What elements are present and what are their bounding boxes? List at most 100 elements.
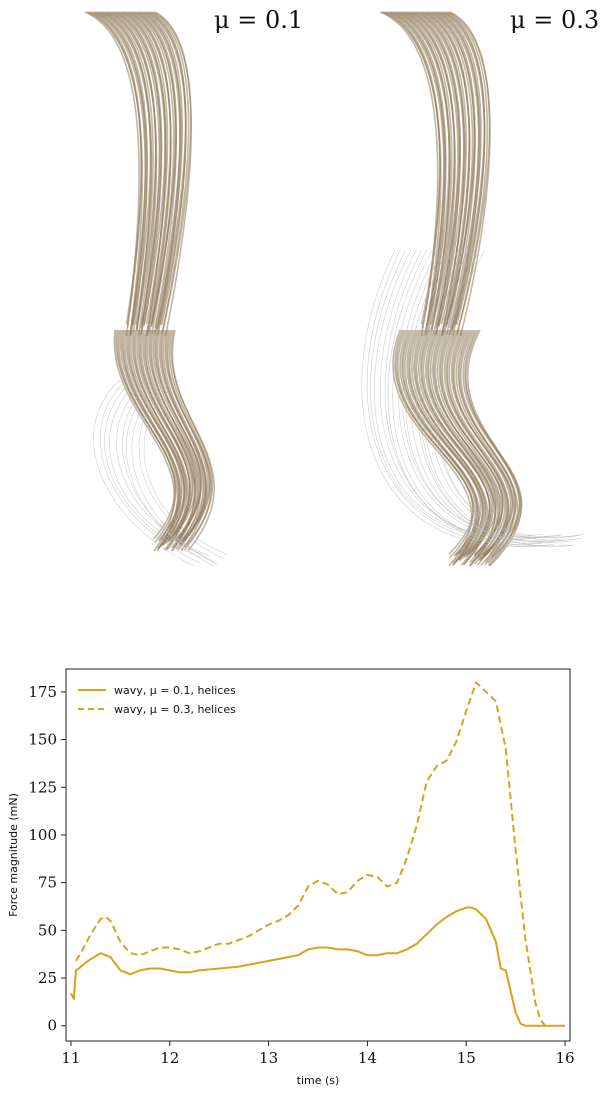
stray-hair-strand [116, 379, 210, 557]
hair-strand [116, 11, 163, 335]
hair-strand [424, 11, 470, 337]
stray-hair-strand [126, 379, 214, 567]
hair-panel-mu-0.1 [84, 11, 228, 567]
hair-strand [122, 11, 166, 327]
hair-strand [392, 11, 447, 335]
y-tick-label: 25 [38, 969, 57, 987]
hair-strand [465, 329, 521, 564]
hair-strand [453, 329, 512, 560]
hair-strand [117, 329, 176, 540]
hair-renderings [84, 11, 584, 567]
x-axis-label: time (s) [297, 1074, 340, 1087]
hair-strand [171, 329, 214, 548]
hair-strand [411, 11, 461, 335]
y-tick-label: 0 [47, 1017, 57, 1035]
stray-hair-strand [361, 249, 537, 548]
hair-strand [419, 11, 468, 325]
panel-label-mu-0.3: μ = 0.3 [510, 6, 600, 34]
series-line-mu-0.1 [70, 906, 566, 1027]
hair-strand [149, 11, 187, 330]
legend-label-mu-0.3: wavy, μ = 0.3, helices [114, 703, 236, 716]
legend-label-mu-0.1: wavy, μ = 0.1, helices [114, 684, 236, 697]
hair-strand [128, 329, 183, 541]
stray-hair-strand [122, 379, 215, 562]
y-tick-label: 75 [38, 874, 57, 892]
stray-hair-strand [416, 249, 573, 547]
hair-strand [167, 329, 209, 545]
hair-strand [146, 329, 196, 540]
stray-hair-strand [387, 249, 551, 547]
x-tick-label: 16 [556, 1049, 575, 1067]
x-tick-label: 12 [160, 1049, 179, 1067]
stray-hair-strand [138, 379, 226, 560]
hair-strand [95, 11, 147, 336]
hair-strand [411, 329, 485, 561]
stray-hair-strand [104, 379, 201, 558]
stray-hair-strand [366, 249, 542, 545]
y-axis-label: Force magnitude (mN) [7, 793, 20, 917]
stray-hair-strand [419, 249, 573, 547]
hair-strand [130, 329, 186, 546]
y-axis: 0 25 50 75 100 125 150 175 [28, 683, 66, 1035]
hair-strand [90, 11, 143, 325]
hair-strand [437, 11, 480, 336]
y-tick-label: 125 [28, 778, 57, 796]
x-tick-label: 11 [61, 1049, 80, 1067]
stray-hair-strand [423, 249, 573, 543]
stray-hair-strand [131, 379, 218, 565]
hair-strand [129, 11, 172, 337]
hair-strand [162, 329, 207, 546]
panel-label-mu-0.1: μ = 0.1 [214, 6, 304, 34]
x-axis: 11 12 13 14 15 16 [61, 1041, 575, 1067]
hair-strand [109, 11, 157, 331]
hair-strand [397, 329, 474, 555]
hair-strand [142, 11, 182, 336]
legend: wavy, μ = 0.1, helices wavy, μ = 0.3, he… [78, 684, 236, 716]
hair-strand [152, 329, 202, 550]
stray-hair-strand [143, 379, 228, 555]
hair-strand [385, 11, 441, 325]
plot-frame [65, 668, 571, 1042]
hair-strand [449, 11, 491, 332]
stray-hair-strand [402, 249, 563, 538]
stray-hair-strand [428, 249, 580, 539]
y-tick-label: 150 [28, 731, 57, 749]
hair-strand [441, 329, 504, 557]
x-tick-label: 13 [259, 1049, 278, 1067]
stray-hair-strand [109, 379, 203, 555]
hair-strand [156, 329, 202, 542]
hair-strand [390, 11, 445, 336]
stray-hair-strand [380, 249, 549, 539]
stray-hair-strand [405, 249, 562, 538]
hair-strand [466, 329, 522, 567]
y-tick-label: 50 [38, 921, 57, 939]
stray-hair-strand [392, 249, 554, 546]
hair-strand [415, 329, 486, 562]
series-line-mu-0.3 [75, 681, 547, 1027]
hair-strand [97, 11, 148, 335]
hair-panel-mu-0.3 [361, 11, 584, 567]
x-tick-label: 15 [457, 1049, 476, 1067]
hair-strand [438, 11, 482, 331]
y-tick-label: 100 [28, 826, 57, 844]
hair-strand [102, 11, 152, 326]
hair-strand [104, 11, 154, 331]
stray-hair-strand [384, 249, 553, 544]
hair-strand [404, 11, 456, 331]
hair-strand [458, 329, 517, 563]
series-layer [70, 681, 566, 1027]
hair-strand [115, 11, 162, 329]
y-tick-label: 175 [28, 683, 57, 701]
stray-hair-strand [436, 249, 583, 541]
hair-strand [134, 329, 187, 547]
hair-strand [397, 11, 450, 326]
x-tick-label: 14 [358, 1049, 377, 1067]
hair-strand [143, 11, 184, 331]
stray-hair-strand [433, 249, 584, 538]
stray-hair-strand [100, 379, 201, 564]
hair-strand [399, 11, 453, 331]
hair-strand [410, 11, 460, 329]
hair-strand [144, 329, 194, 543]
hair-strand [154, 11, 192, 332]
